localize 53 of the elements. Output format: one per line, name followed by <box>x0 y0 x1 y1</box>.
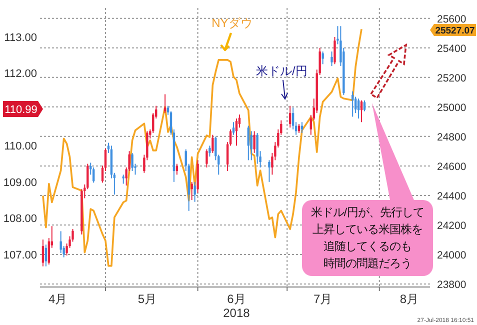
y2-tick-label: 25400 <box>437 42 466 55</box>
annotation: 時間の問題だろう <box>324 257 412 270</box>
text: NYダウ <box>212 16 252 30</box>
y-tick-label: 108.00 <box>3 213 37 226</box>
y2-tick-label: 24800 <box>437 131 466 144</box>
x-tick-label: 7月 <box>313 292 332 306</box>
annotation: 米ドル/円が、先行して <box>310 206 424 219</box>
text: 110.99 <box>4 104 38 116</box>
annotation: 追随してくるのも <box>324 241 412 253</box>
y-tick-label: 110.00 <box>4 140 37 153</box>
text: 25527.07 <box>435 26 475 36</box>
candlestick <box>131 152 134 172</box>
y2-tick-label: 25600 <box>437 13 466 26</box>
y-tick-label: 112.00 <box>4 68 37 80</box>
candlestick <box>351 90 354 118</box>
candlestick <box>256 132 258 164</box>
y2-tick-label: 24200 <box>437 220 466 232</box>
candlestick <box>247 125 250 161</box>
candlestick <box>268 160 270 182</box>
candlestick <box>235 118 238 146</box>
x-tick-label: 8月 <box>400 292 419 306</box>
candlestick <box>190 181 193 201</box>
x-tick-label: 4月 <box>48 292 68 306</box>
y-tick-label: 113.00 <box>4 32 37 44</box>
y-tick-label: 107.00 <box>3 249 37 262</box>
candlestick <box>288 105 292 128</box>
candlestick <box>44 244 48 267</box>
series-label: 米ドル/円 <box>256 64 308 78</box>
candlestick <box>122 174 124 184</box>
candlestick <box>164 94 166 114</box>
candlestick <box>363 100 366 112</box>
candlestick <box>92 166 95 184</box>
y2-tick-label: 25000 <box>437 102 466 114</box>
candlestick <box>322 50 324 65</box>
candlestick <box>253 130 256 154</box>
y2-tick-label: 23800 <box>437 279 466 292</box>
y-tick-label: 109.00 <box>3 176 37 189</box>
y2-tick-label: 24000 <box>437 250 466 262</box>
candlestick <box>212 134 214 154</box>
y2-tick-label: 24600 <box>437 160 466 173</box>
candlestick <box>42 239 44 267</box>
candlestick <box>60 230 62 254</box>
x-tick-label: 6月 <box>227 292 246 306</box>
x-tick-label: 5月 <box>138 292 157 306</box>
candlestick <box>208 145 211 158</box>
candlestick <box>194 181 196 202</box>
x-axis-title: 2018 <box>223 306 250 320</box>
candlestick <box>206 148 208 168</box>
y2-tick-label: 24400 <box>437 190 466 202</box>
candlestick <box>330 50 333 66</box>
candlestick <box>334 36 336 65</box>
annotation: 上昇している米国株を <box>312 223 422 236</box>
y2-tick-label: 25200 <box>437 72 466 84</box>
